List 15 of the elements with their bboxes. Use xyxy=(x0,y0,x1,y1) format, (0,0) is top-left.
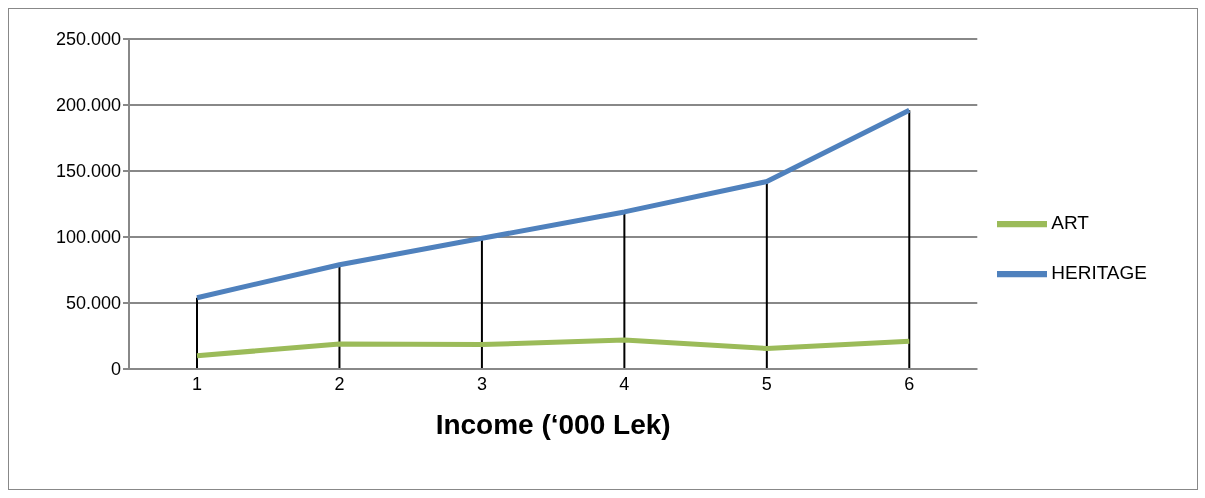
x-tick-label: 1 xyxy=(191,373,203,394)
y-tick-label: 50.000 xyxy=(65,293,121,314)
y-tick-label: 100.000 xyxy=(55,227,121,248)
x-axis-title: Income (‘000 Lek) xyxy=(435,409,671,440)
legend-label: HERITAGE xyxy=(1051,262,1147,284)
x-tick-label: 2 xyxy=(334,373,345,394)
y-tick-label: 0 xyxy=(110,359,121,380)
x-tick-label: 3 xyxy=(476,373,487,394)
y-tick-label: 250.000 xyxy=(55,29,121,50)
y-tick-label: 200.000 xyxy=(55,95,121,116)
y-tick-label: 150.000 xyxy=(55,161,121,182)
legend-label: ART xyxy=(1051,212,1089,234)
x-tick-label: 5 xyxy=(761,373,772,394)
x-tick-label: 6 xyxy=(904,373,915,394)
x-tick-label: 4 xyxy=(619,373,630,394)
